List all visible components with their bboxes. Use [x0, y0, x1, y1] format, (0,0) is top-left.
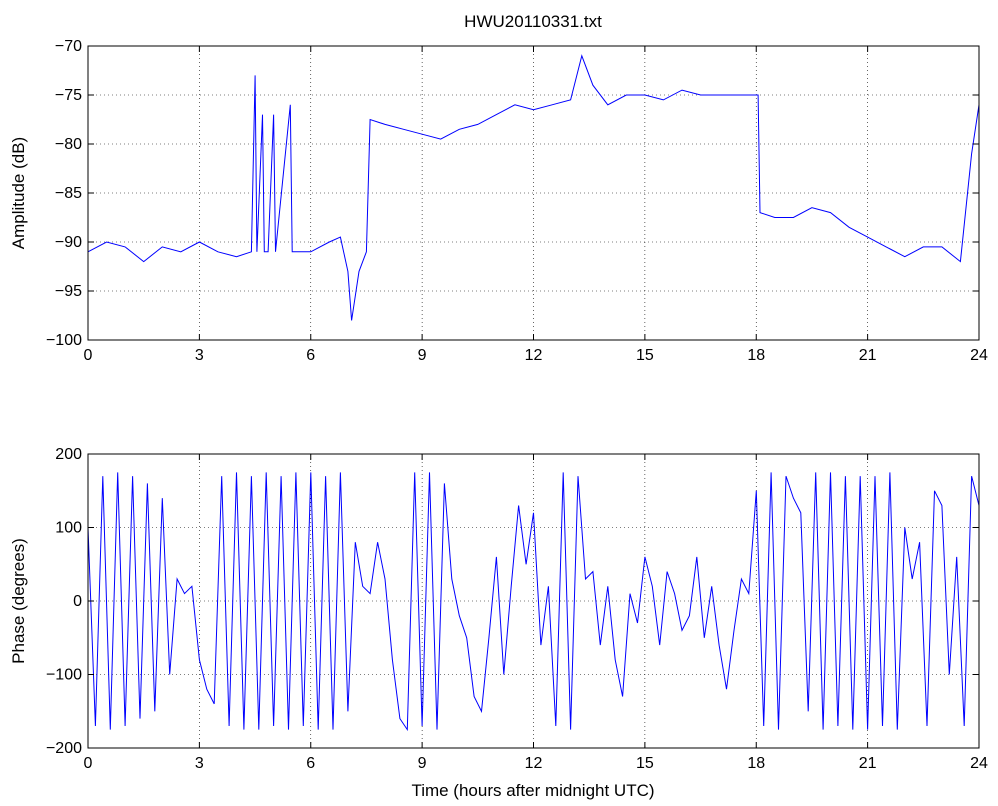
x-tick-label: 9: [418, 347, 427, 364]
x-tick-label: 3: [195, 347, 204, 364]
x-tick-label: 15: [636, 347, 654, 364]
amplitude-ticks: 0 3 6 9 12 15 18 21 24 −70 −75 −80 −85 −90 −95 −100: [46, 38, 988, 364]
x-tick-label: 6: [306, 347, 315, 364]
x-tick-label: 24: [970, 347, 988, 364]
x-tick-label: 12: [525, 347, 543, 364]
amplitude-series-line: [87, 54, 980, 321]
amplitude-chart-title: HWU20110331.txt: [464, 12, 602, 31]
phase-y-axis-label: Phase (degrees): [9, 538, 28, 664]
phase-x-axis-label: Time (hours after midnight UTC): [411, 781, 654, 800]
phase-series-line: [87, 472, 980, 732]
amplitude-panel: 0 3 6 9 12 15 18 21 24 −70 −75 −80 −85 −90 −95 −100 HWU…: [9, 12, 988, 364]
x-tick-label: 3: [195, 755, 204, 772]
x-tick-label: 15: [636, 755, 654, 772]
y-tick-label: 200: [55, 446, 82, 463]
y-tick-label: −70: [55, 38, 82, 55]
x-tick-label: 9: [418, 755, 427, 772]
phase-panel: 0 3 6 9 12 15 18 21 24 200 100 0 −100 −200 Time (hour…: [9, 446, 988, 800]
amplitude-grid: [88, 46, 979, 340]
x-tick-label: 24: [970, 755, 988, 772]
x-tick-label: 18: [747, 347, 765, 364]
phase-grid: [88, 454, 979, 748]
y-tick-label: −95: [55, 283, 82, 300]
x-tick-label: 0: [84, 347, 93, 364]
y-tick-label: −90: [55, 234, 82, 251]
y-tick-label: 100: [55, 520, 82, 537]
x-tick-label: 12: [525, 755, 543, 772]
x-tick-label: 21: [859, 755, 877, 772]
x-tick-label: 18: [747, 755, 765, 772]
y-tick-label: −80: [55, 136, 82, 153]
y-tick-label: −100: [46, 667, 82, 684]
y-tick-label: −75: [55, 87, 82, 104]
x-tick-label: 6: [306, 755, 315, 772]
phase-ticks: 0 3 6 9 12 15 18 21 24 200 100 0 −100 −200: [46, 446, 988, 772]
y-tick-label: −85: [55, 185, 82, 202]
y-tick-label: −200: [46, 740, 82, 757]
y-tick-label: −100: [46, 332, 82, 349]
x-tick-label: 0: [84, 755, 93, 772]
y-tick-label: 0: [73, 593, 82, 610]
amplitude-y-axis-label: Amplitude (dB): [9, 137, 28, 249]
x-tick-label: 21: [859, 347, 877, 364]
